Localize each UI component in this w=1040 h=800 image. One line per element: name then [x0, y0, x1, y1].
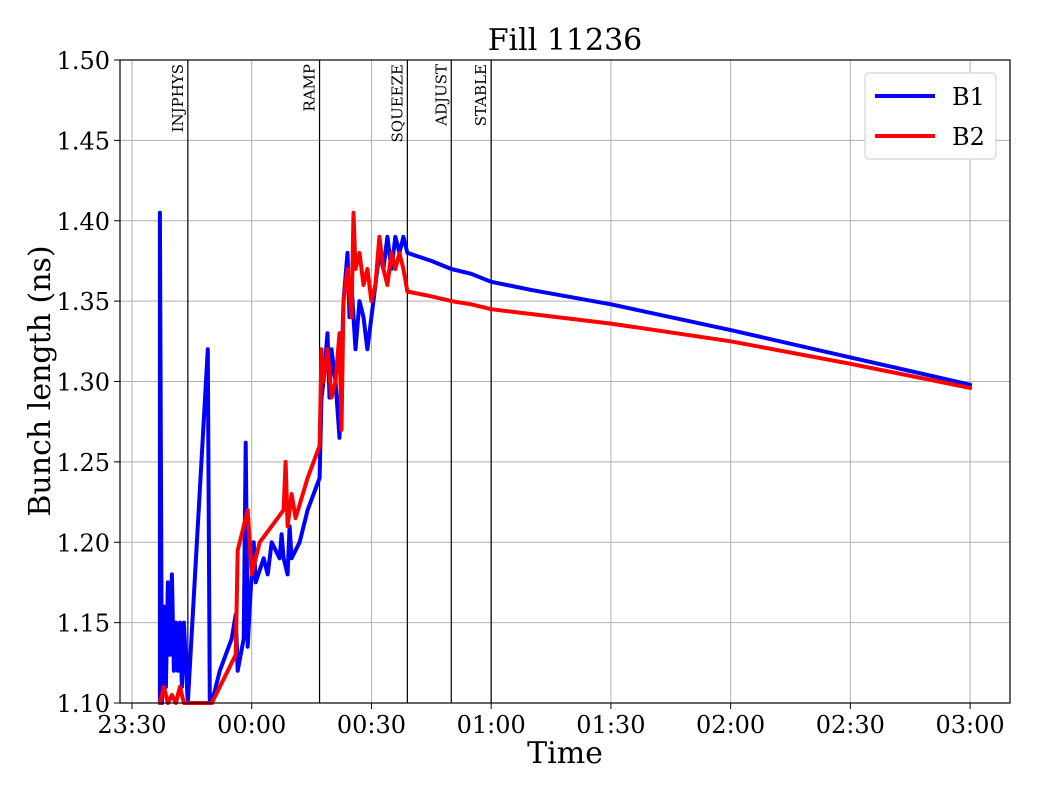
x-tick-label: 01:00	[457, 711, 526, 739]
x-tick-label: 00:30	[337, 711, 406, 739]
y-tick-label: 1.25	[57, 449, 110, 477]
series-line-b1	[157, 210, 973, 705]
chart-title: Fill 11236	[488, 23, 643, 58]
legend-label-b2: B2	[952, 123, 985, 151]
phase-label-stable: STABLE	[472, 64, 490, 126]
x-tick-label: 02:00	[696, 711, 765, 739]
phase-label-injphys: INJPHYS	[169, 64, 187, 132]
phase-label-adjust: ADJUST	[432, 64, 450, 127]
x-tick-label: 23:30	[97, 711, 166, 739]
y-tick-label: 1.50	[57, 47, 110, 75]
y-tick-label: 1.30	[57, 369, 110, 397]
x-tick-label: 02:30	[816, 711, 885, 739]
phase-label-ramp: RAMP	[301, 64, 319, 112]
legend-label-b1: B1	[952, 83, 985, 111]
y-tick-label: 1.45	[57, 127, 110, 155]
y-axis-label: Bunch length (ns)	[23, 245, 58, 516]
y-tick-label: 1.15	[57, 610, 110, 638]
x-tick-label: 03:00	[936, 711, 1005, 739]
phase-label-squeeze: SQUEEZE	[388, 64, 406, 143]
x-tick-label: 01:30	[576, 711, 645, 739]
x-axis-label: Time	[527, 736, 603, 771]
y-tick-label: 1.10	[57, 690, 110, 718]
series-lines	[157, 210, 973, 705]
y-tick-label: 1.35	[57, 288, 110, 316]
tick-labels: 23:30 00:00 00:30 01:00 01:30 02:00 02:30 03:00…	[57, 47, 1005, 739]
x-tick-label: 00:00	[217, 711, 286, 739]
series-line-b2	[157, 210, 973, 705]
y-tick-label: 1.40	[57, 208, 110, 236]
y-tick-label: 1.20	[57, 529, 110, 557]
